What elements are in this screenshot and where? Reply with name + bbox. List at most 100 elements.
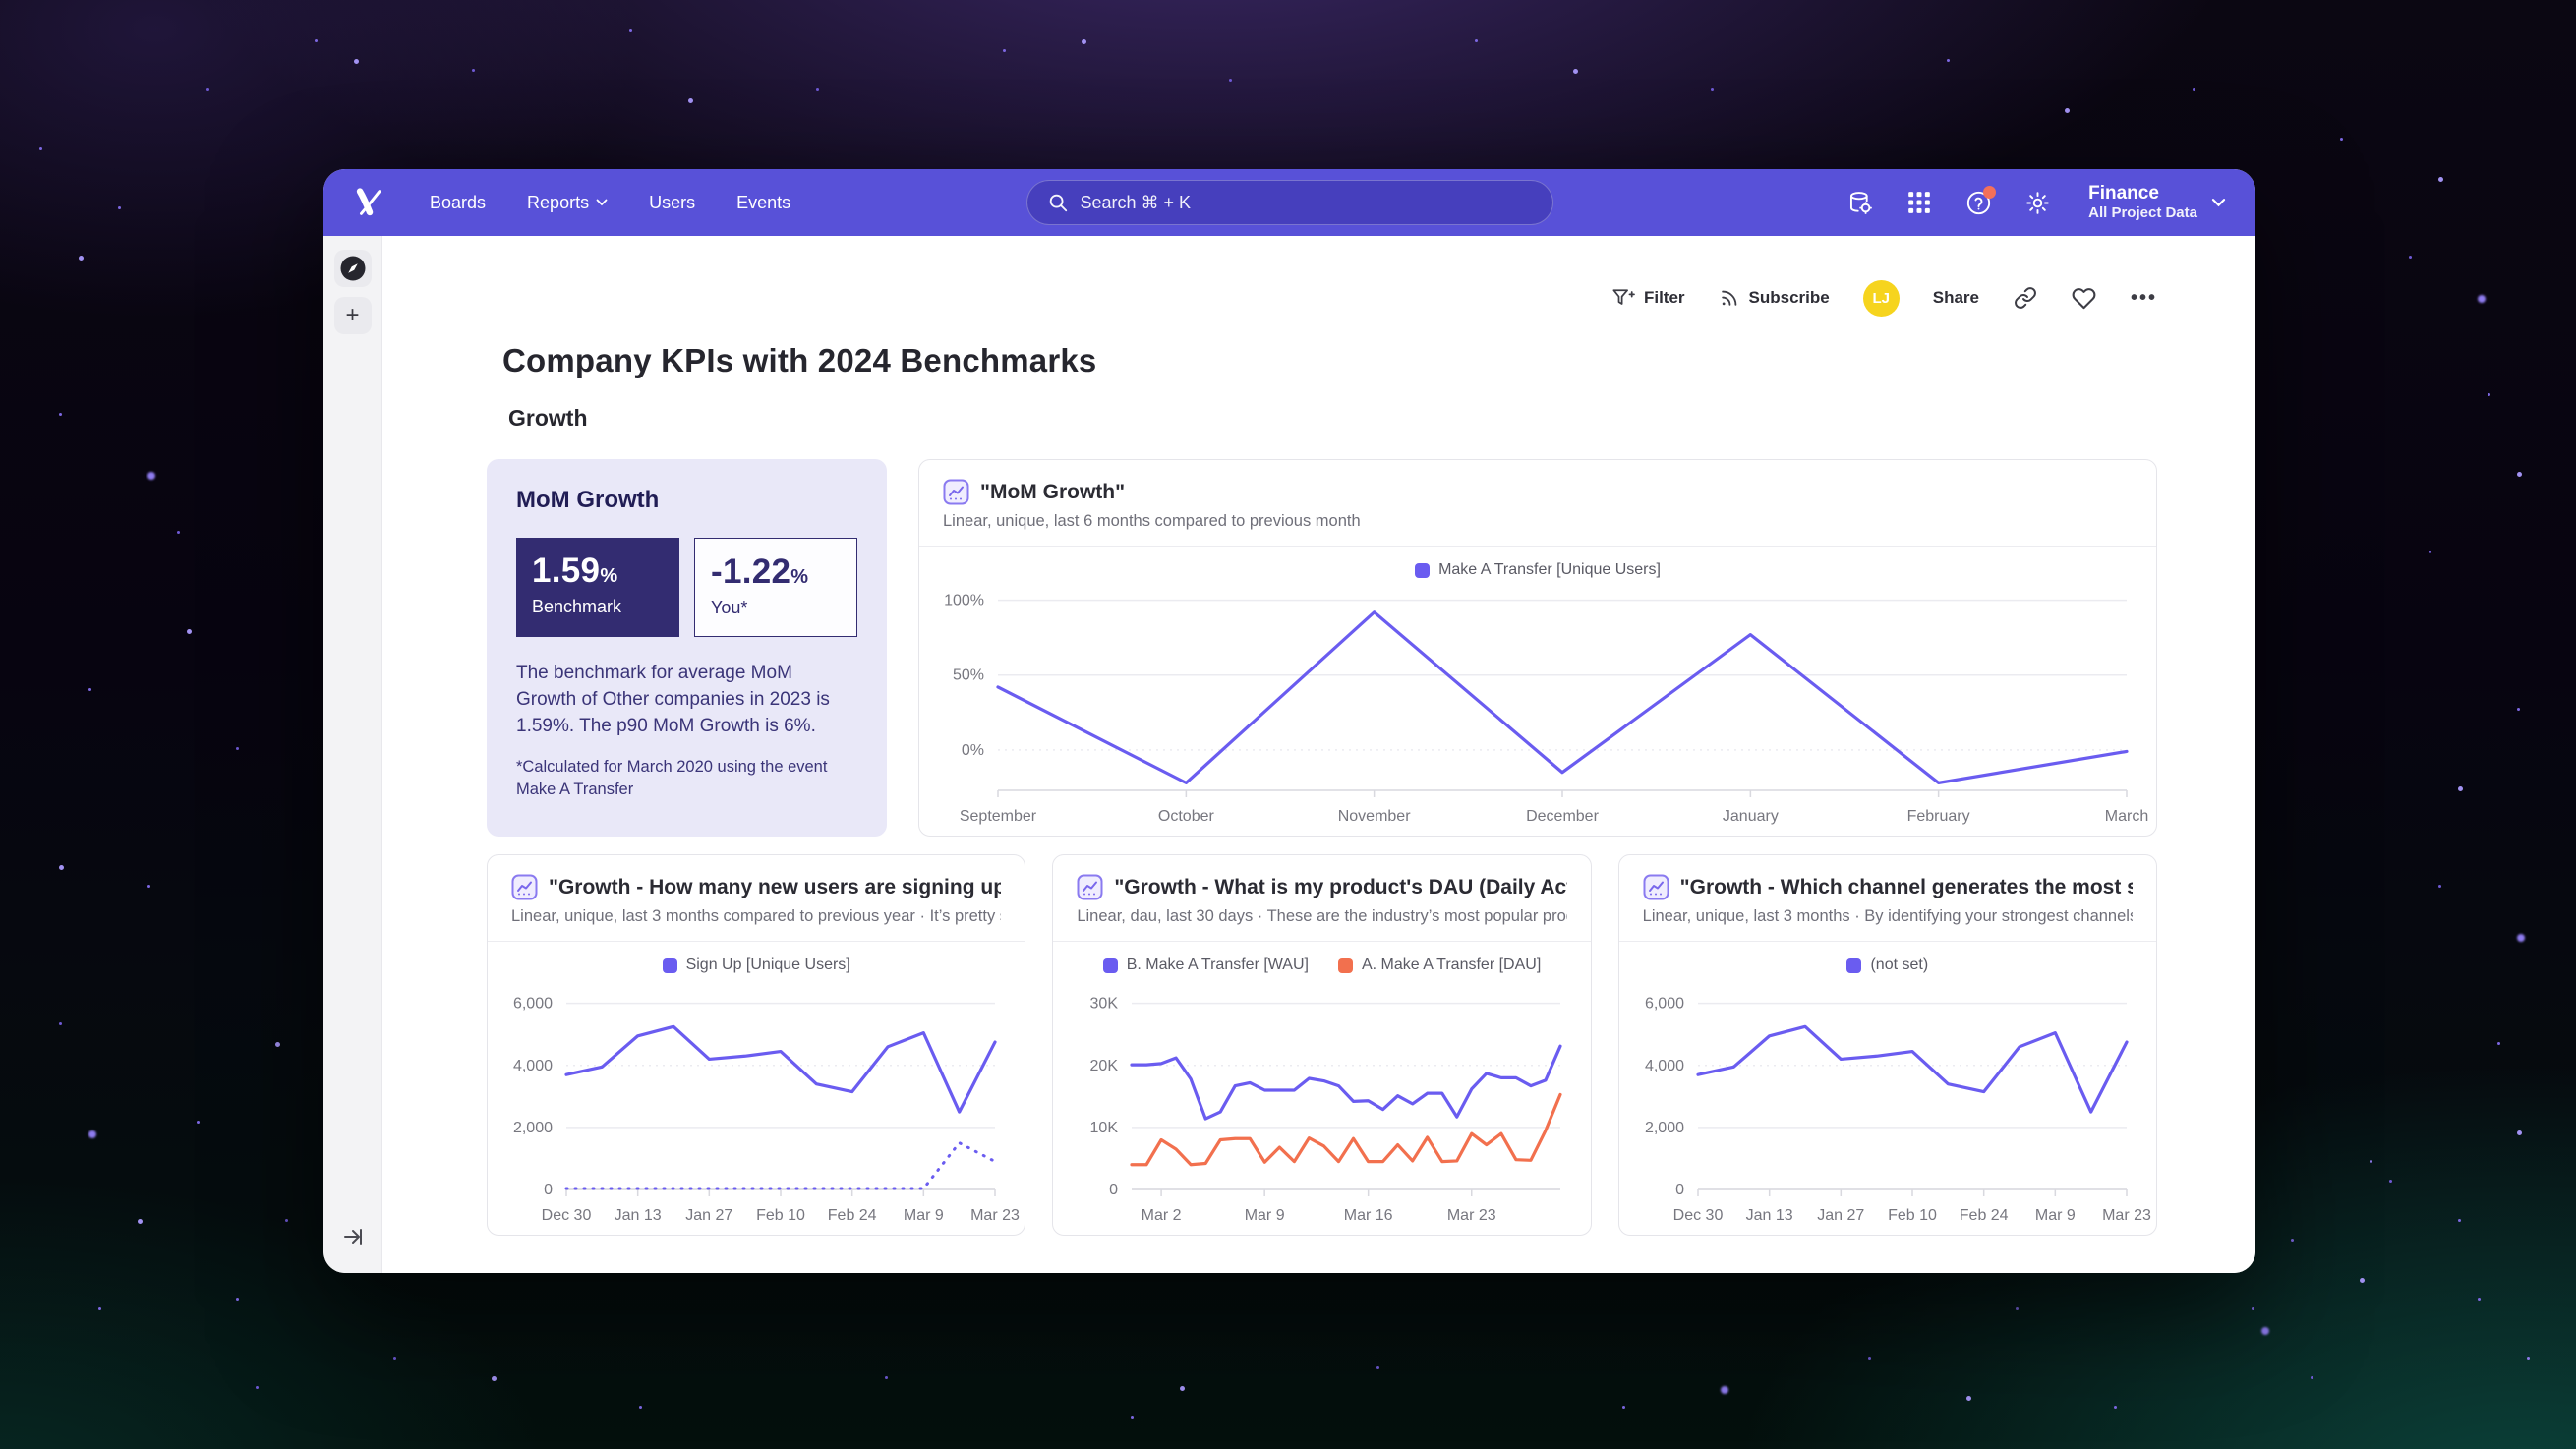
filter-label: Filter <box>1643 288 1685 307</box>
mixpanel-logo-icon[interactable] <box>353 183 394 222</box>
legend-item[interactable]: B. Make A Transfer [WAU] <box>1102 956 1309 974</box>
signups-chart-card[interactable]: "Growth - How many new users are signing… <box>487 854 1026 1236</box>
svg-text:Mar 23: Mar 23 <box>2102 1207 2151 1224</box>
settings-gear-icon[interactable] <box>2023 189 2051 216</box>
legend-label: Make A Transfer [Unique Users] <box>1438 561 1661 578</box>
svg-text:Mar 23: Mar 23 <box>970 1207 1020 1224</box>
project-subtitle: All Project Data <box>2088 204 2197 222</box>
card-header: "Growth - What is my product's DAU (Dail… <box>1053 855 1591 942</box>
dau-chart-card[interactable]: "Growth - What is my product's DAU (Dail… <box>1052 854 1592 1236</box>
svg-text:100%: 100% <box>944 593 984 609</box>
chart-legend: B. Make A Transfer [WAU] A. Make A Trans… <box>1053 954 1590 977</box>
project-selector[interactable]: Finance All Project Data <box>2088 183 2226 221</box>
svg-text:November: November <box>1338 808 1411 825</box>
mom-card-description: The benchmark for average MoM Growth of … <box>516 663 830 736</box>
legend-item[interactable]: (not set) <box>1846 956 1928 974</box>
legend-swatch <box>1846 957 1862 973</box>
chart-card-title: "Growth - Which channel generates the mo… <box>1679 875 2133 898</box>
more-options-button[interactable]: ••• <box>2130 286 2157 309</box>
nav-item-label: Reports <box>527 192 590 212</box>
nav-item-boards[interactable]: Boards <box>430 193 486 213</box>
dashboard-main: Filter Subscribe LJ Share <box>382 236 2255 1273</box>
nav-right-icons: Finance All Project Data <box>1846 183 2226 221</box>
search-icon <box>1049 194 1067 212</box>
card-header: "Growth - How many new users are signing… <box>488 855 1025 942</box>
line-chart-icon <box>511 874 538 900</box>
boards-compass-button[interactable] <box>333 250 372 287</box>
section-title: Growth <box>508 405 588 431</box>
svg-text:February: February <box>1907 808 1970 825</box>
svg-text:0%: 0% <box>962 742 984 759</box>
cards-row-2: "Growth - How many new users are signing… <box>487 854 2157 1236</box>
add-board-button[interactable]: + <box>333 297 372 334</box>
nav-item-label: Boards <box>430 192 487 212</box>
share-button[interactable]: Share <box>1933 288 1979 308</box>
chart-card-title: "Growth - What is my product's DAU (Dail… <box>1114 875 1567 898</box>
chevron-down-icon <box>596 199 608 206</box>
search-input[interactable]: Search ⌘ + K <box>1025 180 1553 225</box>
favorite-button[interactable] <box>2072 285 2097 311</box>
svg-text:Feb 24: Feb 24 <box>1959 1207 2008 1224</box>
you-label: You* <box>711 598 748 617</box>
legend-item[interactable]: Sign Up [Unique Users] <box>662 956 850 974</box>
nav-item-label: Users <box>649 192 696 212</box>
legend-label: B. Make A Transfer [WAU] <box>1126 956 1309 973</box>
svg-text:Dec 30: Dec 30 <box>1672 1207 1723 1224</box>
mom-growth-chart-card[interactable]: "MoM Growth" Linear, unique, last 6 mont… <box>918 459 2157 837</box>
expand-sidebar-button[interactable] <box>335 1219 371 1259</box>
legend-label: A. Make A Transfer [DAU] <box>1361 956 1542 973</box>
svg-text:Mar 9: Mar 9 <box>1245 1207 1285 1224</box>
compass-icon <box>340 256 365 281</box>
page-title: Company KPIs with 2024 Benchmarks <box>502 342 1097 378</box>
line-chart-icon <box>1643 874 1669 900</box>
nav-item-reports[interactable]: Reports <box>527 193 608 213</box>
channels-chart-card[interactable]: "Growth - Which channel generates the mo… <box>1617 854 2157 1236</box>
you-value-box: -1.22% You* <box>694 538 857 637</box>
legend-swatch <box>1415 562 1431 578</box>
mom-growth-benchmark-card[interactable]: MoM Growth 1.59% Benchmark -1.22% You* <box>487 459 887 837</box>
legend-swatch <box>662 957 677 973</box>
benchmark-value-box: 1.59% Benchmark <box>516 538 679 637</box>
avatar-initials: LJ <box>1872 289 1890 307</box>
signups-line-chart[interactable]: 6,000 4,000 2,000 0 Dec 30 Jan 13 Jan 27 Feb 10… <box>488 977 1025 1235</box>
svg-text:10K: 10K <box>1090 1120 1119 1136</box>
chart-card-subtitle: Linear, dau, last 30 days · These are th… <box>1077 907 1567 925</box>
card-header: "MoM Growth" Linear, unique, last 6 mont… <box>919 460 2156 547</box>
data-management-icon[interactable] <box>1846 189 1874 216</box>
subscribe-button[interactable]: Subscribe <box>1719 287 1830 309</box>
svg-text:December: December <box>1526 808 1599 825</box>
left-sidebar: + <box>323 236 382 1273</box>
svg-text:Jan 27: Jan 27 <box>1817 1207 1864 1224</box>
share-label: Share <box>1932 288 1979 307</box>
benchmark-label: Benchmark <box>532 597 622 616</box>
copy-link-button[interactable] <box>2013 285 2038 311</box>
nav-item-events[interactable]: Events <box>736 193 790 213</box>
svg-text:January: January <box>1723 808 1779 825</box>
card-header: "Growth - Which channel generates the mo… <box>1618 855 2156 942</box>
chart-card-title: "Growth - How many new users are signing… <box>549 875 1002 898</box>
svg-text:2,000: 2,000 <box>1645 1120 1684 1136</box>
dau-line-chart[interactable]: 30K 20K 10K 0 Mar 2 Mar 9 Mar 16 Mar 23 <box>1053 977 1590 1235</box>
help-icon[interactable] <box>1964 186 1997 216</box>
legend-item[interactable]: Make A Transfer [Unique Users] <box>1415 561 1661 579</box>
svg-text:6,000: 6,000 <box>1645 996 1684 1013</box>
avatar[interactable]: LJ <box>1862 279 1900 317</box>
legend-label: Sign Up [Unique Users] <box>685 956 850 973</box>
legend-item[interactable]: A. Make A Transfer [DAU] <box>1337 956 1542 974</box>
mom-growth-line-chart[interactable]: 100% 50% 0% September October November Decembe… <box>919 582 2156 836</box>
apps-grid-icon[interactable] <box>1905 189 1933 216</box>
chart-legend: Sign Up [Unique Users] <box>488 954 1025 977</box>
channels-line-chart[interactable]: 6,000 4,000 2,000 0 Dec 30 Jan 13 Jan 27 Feb 10… <box>1619 977 2156 1235</box>
nav-item-users[interactable]: Users <box>649 193 695 213</box>
svg-text:Mar 9: Mar 9 <box>904 1207 944 1224</box>
svg-text:2,000: 2,000 <box>513 1120 553 1136</box>
svg-text:Jan 13: Jan 13 <box>615 1207 662 1224</box>
you-value: -1.22 <box>711 552 791 591</box>
chart-card-subtitle: Linear, unique, last 3 months compared t… <box>511 907 1002 925</box>
app-window: Boards Reports Users Events Search ⌘ + K <box>323 169 2255 1273</box>
chart-legend: Make A Transfer [Unique Users] <box>919 558 2156 582</box>
legend-swatch <box>1337 957 1353 973</box>
top-navbar: Boards Reports Users Events Search ⌘ + K <box>323 169 2255 236</box>
filter-button[interactable]: Filter <box>1611 287 1685 309</box>
cards-row-1: MoM Growth 1.59% Benchmark -1.22% You* <box>487 459 2157 837</box>
